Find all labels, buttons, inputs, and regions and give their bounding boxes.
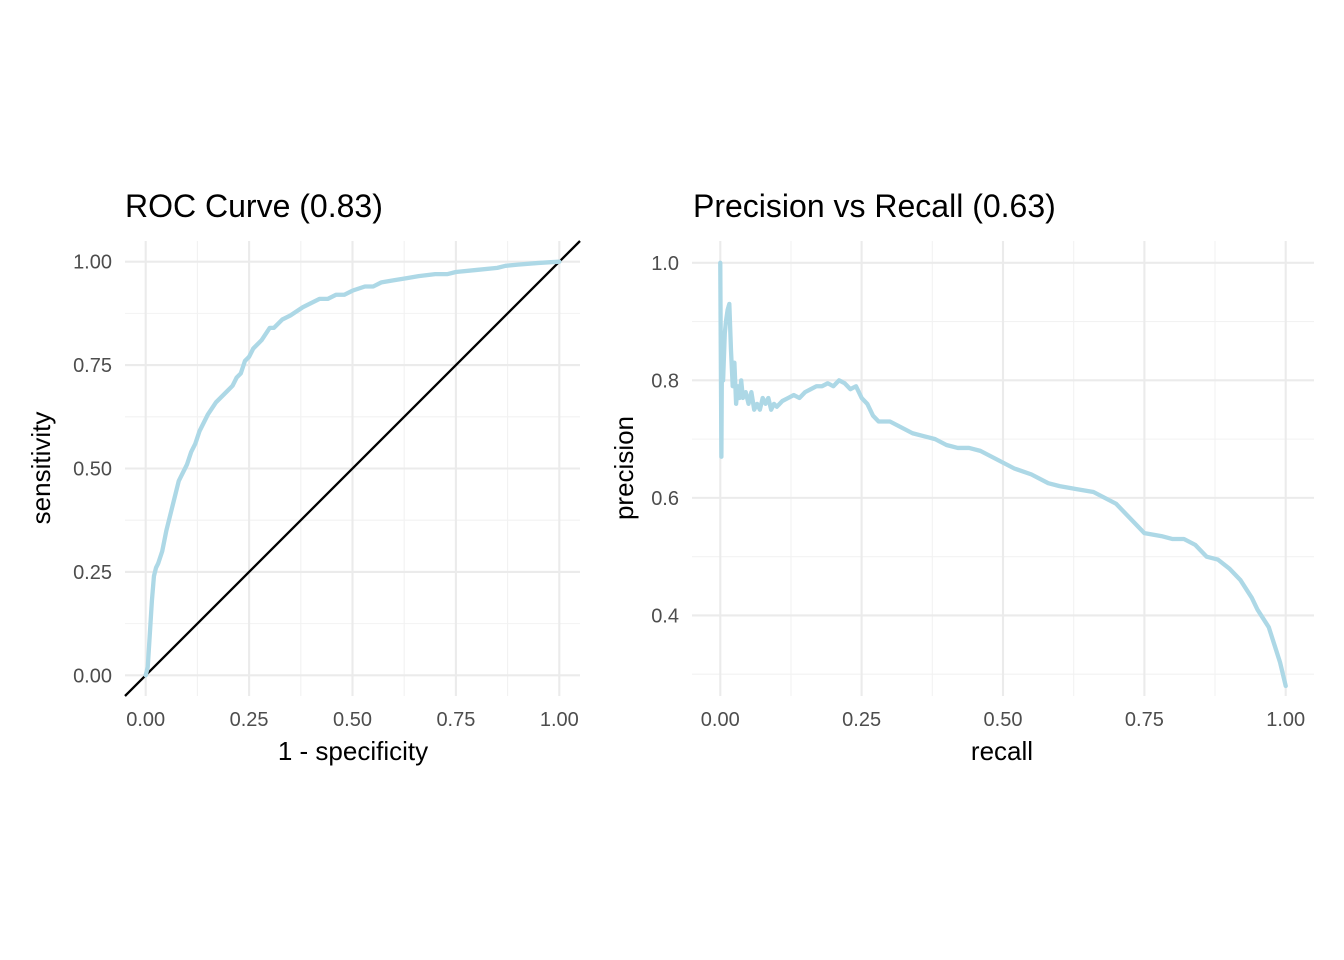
roc-y-tick-label: 0.00	[73, 665, 112, 687]
pr-x-tick-label: 0.25	[842, 709, 881, 731]
pr-y-axis-label: precision	[609, 416, 639, 520]
roc-title: ROC Curve (0.83)	[125, 188, 383, 224]
roc-x-tick-label: 0.25	[230, 709, 269, 731]
pr-x-tick-label: 0.50	[984, 709, 1023, 731]
pr-x-tick-label: 1.00	[1266, 709, 1305, 731]
roc-x-axis-label: 1 - specificity	[278, 736, 428, 766]
roc-y-tick-label: 1.00	[73, 252, 112, 274]
pr-y-tick-label: 0.6	[651, 488, 679, 510]
pr-gridlines	[692, 241, 1314, 696]
pr-y-tick-label: 1.0	[651, 253, 679, 275]
roc-y-tick-label: 0.50	[73, 459, 112, 481]
pr-x-tick-label: 0.00	[701, 709, 740, 731]
roc-panel: ROC Curve (0.83) 0.00 0.25 0.50 0.75 1.0…	[26, 188, 581, 766]
pr-y-tick-label: 0.8	[651, 370, 679, 392]
pr-curve-line	[718, 260, 1288, 689]
roc-y-tick-label: 0.75	[73, 355, 112, 377]
pr-title: Precision vs Recall (0.63)	[693, 188, 1056, 224]
roc-x-tick-label: 0.00	[126, 709, 165, 731]
pr-panel: Precision vs Recall (0.63) 0.00 0.25 0.5…	[609, 188, 1314, 766]
roc-x-tick-label: 0.75	[436, 709, 475, 731]
roc-y-axis-label: sensitivity	[26, 412, 56, 525]
pr-x-axis-label: recall	[971, 736, 1033, 766]
roc-curve-line	[143, 259, 562, 678]
roc-reference-diagonal	[124, 240, 581, 697]
roc-y-tick-label: 0.25	[73, 562, 112, 584]
pr-y-tick-label: 0.4	[651, 605, 679, 627]
roc-x-tick-label: 1.00	[540, 709, 579, 731]
roc-x-tick-label: 0.50	[333, 709, 372, 731]
pr-x-tick-label: 0.75	[1125, 709, 1164, 731]
